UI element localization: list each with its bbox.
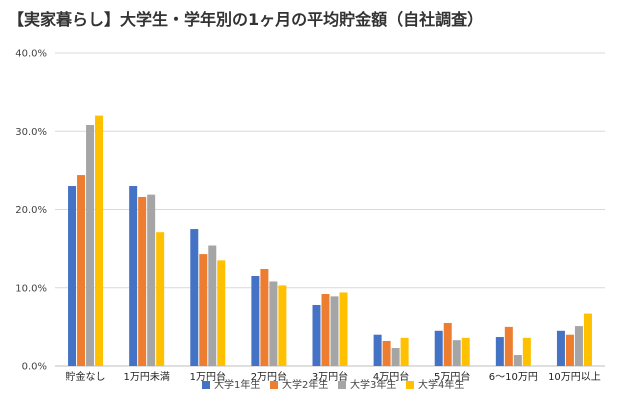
x-tick-label: 1万円未満 — [123, 371, 169, 383]
y-tick-label: 30.0% — [15, 127, 47, 138]
y-tick-label: 20.0% — [15, 205, 47, 216]
legend-label: 大学1年生 — [214, 378, 260, 391]
bar — [400, 337, 409, 366]
legend-swatch — [338, 381, 346, 389]
legend-swatch — [406, 381, 414, 389]
bar — [504, 326, 513, 366]
bar — [251, 276, 260, 366]
bar — [86, 124, 95, 367]
legend: 大学1年生 大学2年生 大学3年生 大学4年生 — [202, 378, 464, 391]
bar — [583, 313, 592, 366]
bar — [495, 337, 504, 366]
x-tick-label: 1万円台 — [190, 370, 226, 383]
legend-label: 大学4年生 — [418, 378, 464, 391]
bar — [217, 260, 226, 366]
bar — [556, 330, 565, 366]
bar — [443, 322, 452, 366]
chart-title: 【実家暮らし】大学生・学年別の1ヶ月の平均貯金額（自社調査） — [8, 10, 484, 29]
bar — [373, 334, 382, 366]
bar — [190, 229, 199, 366]
bar — [95, 115, 104, 366]
bar — [391, 348, 400, 366]
bar — [129, 186, 138, 366]
y-tick-label: 40.0% — [15, 49, 47, 60]
legend-swatch — [270, 381, 278, 389]
x-tick-label: 10万円以上 — [548, 371, 601, 383]
bar — [312, 304, 321, 366]
gridlines — [55, 52, 605, 367]
x-tick-label: 5万円台 — [434, 370, 470, 383]
legend-swatch — [202, 381, 210, 389]
bar — [77, 175, 86, 366]
bar — [565, 334, 574, 366]
y-axis-ticks: 0.0% 10.0% 20.0% 30.0% 40.0% — [15, 49, 47, 373]
bar — [208, 245, 217, 366]
bar — [339, 292, 348, 366]
bar — [513, 355, 522, 366]
bars — [68, 115, 592, 367]
legend-label: 大学2年生 — [282, 378, 328, 391]
bar — [68, 186, 77, 366]
x-tick-label: 2万円台 — [251, 370, 287, 383]
bar — [321, 294, 330, 366]
bar — [278, 285, 287, 366]
bar — [156, 232, 165, 366]
bar — [382, 340, 391, 366]
x-tick-label: 4万円台 — [373, 370, 409, 383]
x-tick-label: 6〜10万円 — [489, 372, 538, 383]
x-tick-label: 貯金なし — [66, 370, 106, 383]
bar — [461, 337, 470, 366]
x-tick-label: 3万円台 — [312, 370, 348, 383]
bar — [138, 196, 147, 366]
bar — [522, 337, 531, 366]
y-tick-label: 10.0% — [15, 283, 47, 294]
bar — [199, 254, 208, 366]
bar — [434, 330, 443, 366]
y-tick-label: 0.0% — [22, 362, 47, 373]
bar — [330, 296, 339, 366]
bar — [452, 340, 461, 366]
legend-label: 大学3年生 — [350, 378, 396, 391]
bar — [269, 281, 278, 366]
bar — [574, 326, 583, 366]
bar — [260, 268, 269, 366]
x-axis-labels: 貯金なし 1万円未満 1万円台 2万円台 3万円台 4万円台 5万円台 6〜10万円 10万円以… — [66, 370, 601, 383]
bar — [147, 194, 156, 366]
